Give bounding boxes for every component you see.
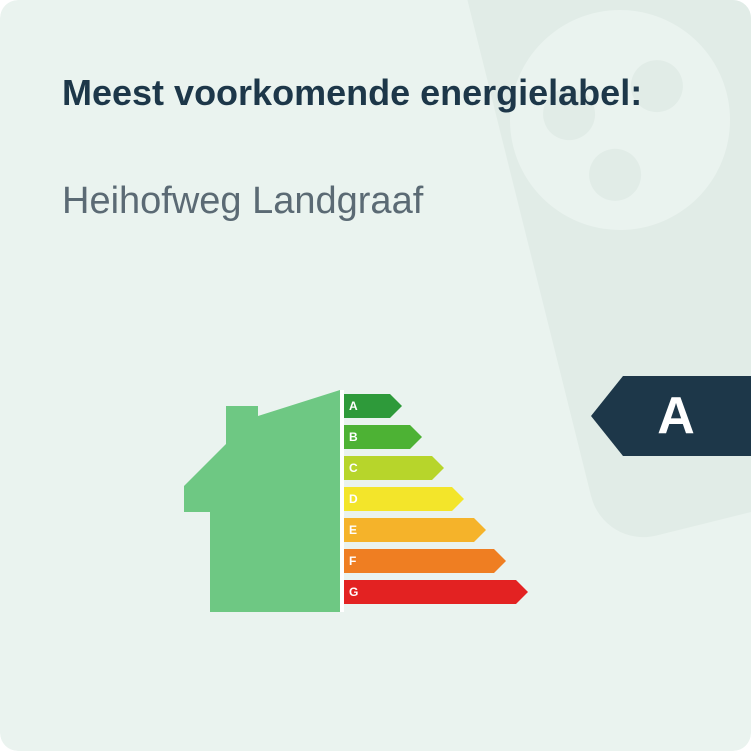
bar-letter: F: [349, 554, 356, 568]
bar-tip: [410, 425, 422, 449]
bar-tip: [452, 487, 464, 511]
bar-letter: C: [349, 461, 358, 475]
energy-label-graphic: A B C D E F G: [180, 390, 510, 620]
bar-tip: [474, 518, 486, 542]
result-badge: A: [591, 376, 751, 456]
bar-body: [344, 518, 474, 542]
title: Meest voorkomende energielabel:: [62, 72, 642, 114]
badge-notch: [591, 376, 623, 456]
badge-letter: A: [657, 386, 695, 446]
energy-label-card: Meest voorkomende energielabel: Heihofwe…: [0, 0, 751, 751]
bar-letter: E: [349, 523, 357, 537]
bar-letter: G: [349, 585, 358, 599]
badge-body: A: [623, 376, 751, 456]
bar-body: [344, 487, 452, 511]
bar-letter: B: [349, 430, 358, 444]
bar-tip: [494, 549, 506, 573]
bar-tip: [432, 456, 444, 480]
bar-body: [344, 549, 494, 573]
bar-tip: [390, 394, 402, 418]
house-icon: [180, 390, 350, 612]
subtitle: Heihofweg Landgraaf: [62, 180, 423, 223]
bar-body: [344, 580, 516, 604]
bar-letter: A: [349, 399, 358, 413]
bar-tip: [516, 580, 528, 604]
bar-letter: D: [349, 492, 358, 506]
